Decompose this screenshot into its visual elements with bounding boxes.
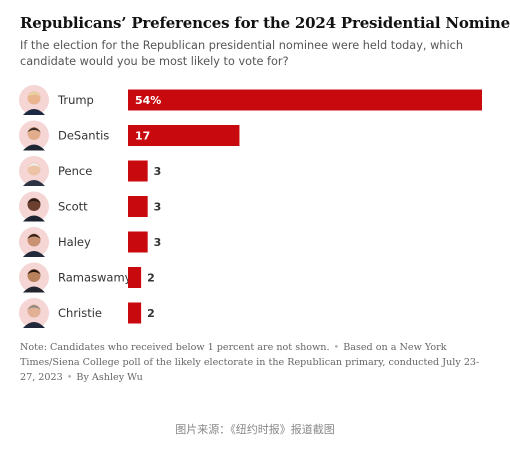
value-label: 3 (154, 165, 162, 178)
value-label: 2 (147, 272, 155, 285)
bar-pence (128, 160, 148, 182)
category-label: Ramaswamy (58, 271, 132, 285)
value-label: 17 (135, 130, 150, 143)
bar-christie (128, 302, 142, 324)
chart-title: Republicans’ Preferences for the 2024 Pr… (20, 14, 510, 32)
haley-portrait-icon (19, 227, 49, 257)
footnote-separator: • (66, 372, 73, 383)
footnote-separator: • (333, 342, 340, 353)
category-label: Haley (58, 235, 91, 249)
ramaswamy-portrait-icon (19, 262, 49, 293)
footnote: Note: Candidates who received below 1 pe… (20, 340, 492, 385)
bar-scott (128, 196, 148, 217)
desantis-portrait-icon (19, 120, 49, 151)
category-label: DeSantis (58, 129, 109, 143)
category-label: Scott (58, 200, 88, 214)
pence-portrait-icon (19, 156, 49, 186)
image-source-caption: 图片来源：《纽约时报》报道截图 (175, 423, 335, 436)
bar-chart: Trump 54% DeSantis 17 Pence 3 Scott 3 Haley 3 Rama… (19, 85, 482, 328)
bar-ramaswamy (128, 267, 142, 288)
bar-trump (128, 89, 482, 111)
bar-desantis (128, 125, 240, 146)
bar-haley (128, 231, 148, 253)
footnote-credit: By Ashley Wu (76, 372, 143, 383)
category-label: Trump (57, 93, 94, 107)
scott-portrait-icon (19, 191, 49, 222)
value-label: 3 (154, 201, 162, 214)
value-label: 2 (147, 307, 155, 320)
trump-portrait-icon (19, 85, 49, 115)
footnote-source: Based on a New York Times/Siena College … (20, 342, 480, 383)
value-label: 3 (154, 236, 162, 249)
footnote-note: Note: Candidates who received below 1 pe… (20, 342, 330, 353)
category-label: Christie (58, 306, 102, 320)
category-label: Pence (58, 164, 92, 178)
chart-subtitle: If the election for the Republican presi… (20, 39, 463, 68)
christie-portrait-icon (19, 298, 49, 328)
value-label: 54% (135, 94, 161, 107)
